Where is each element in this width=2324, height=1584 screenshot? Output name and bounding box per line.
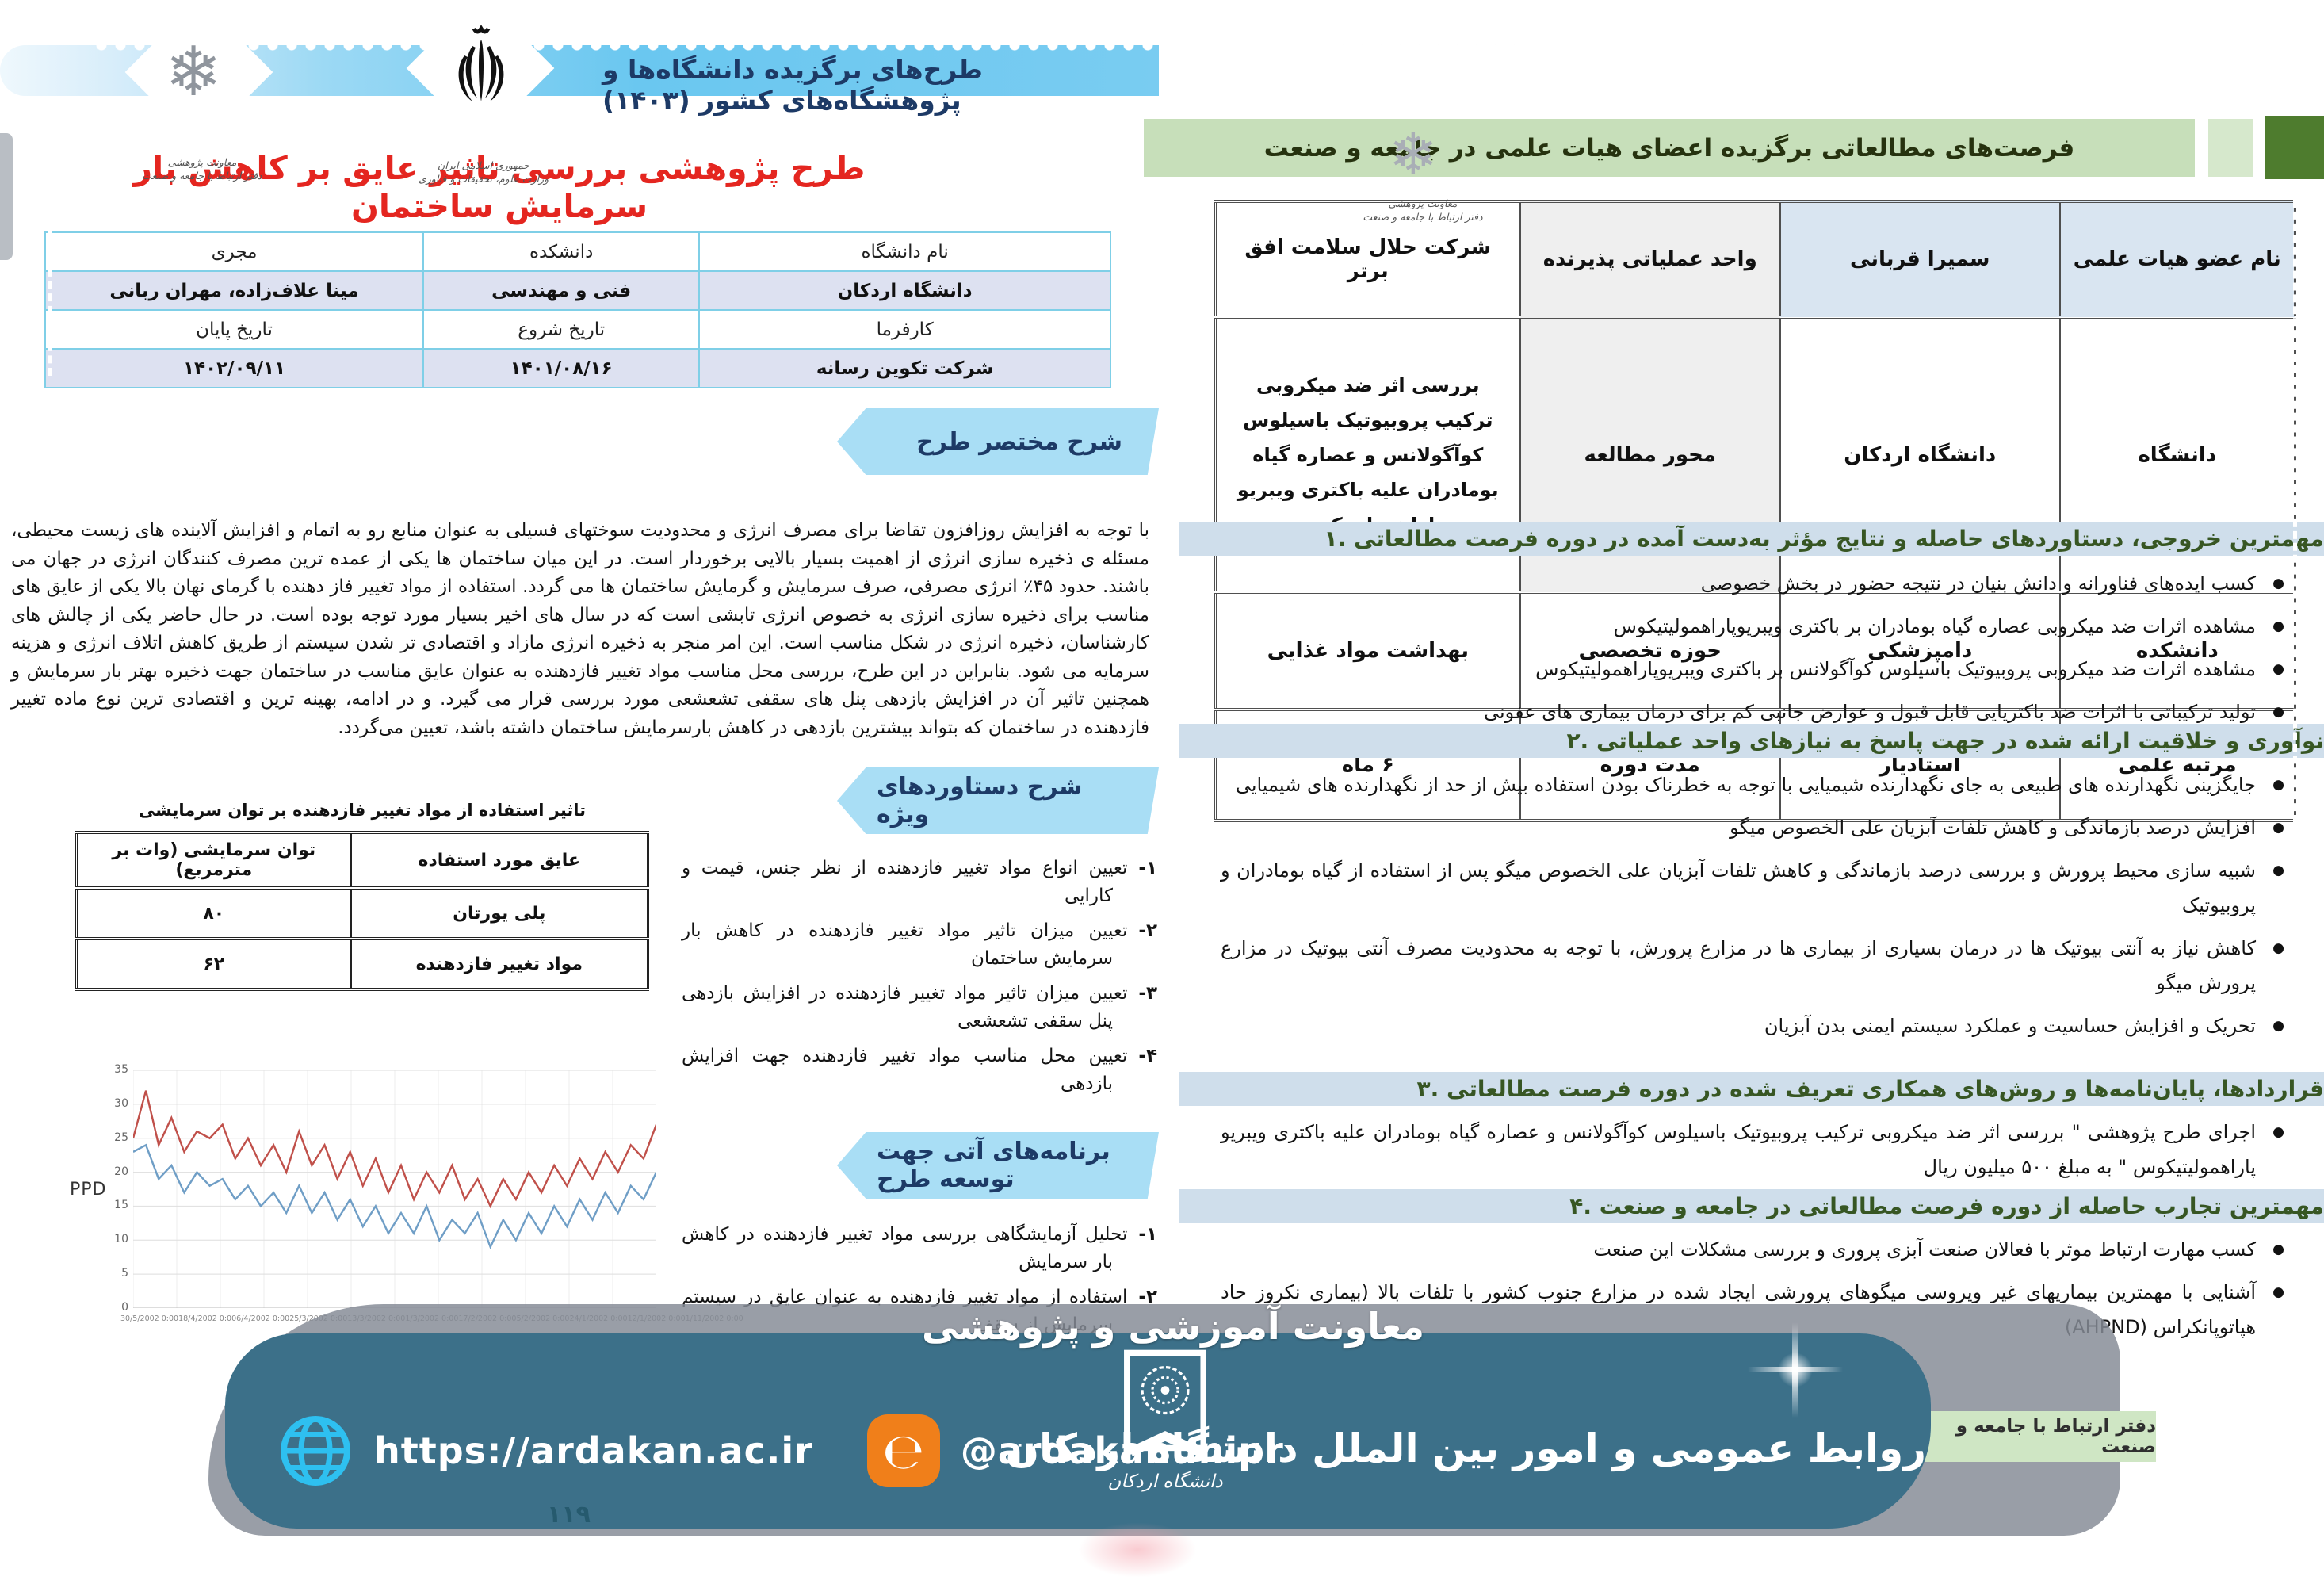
university-logo: دانشگاه اردکان: [1098, 1348, 1233, 1492]
chart-y-axis-label: PPD: [70, 1180, 107, 1199]
section-banner-achievements: شرح دستاوردهای ویژه: [837, 767, 1159, 834]
right-page-header-bar: فرصت‌های مطالعاتی برگزیده اعضای هیات علم…: [1144, 119, 2195, 177]
bullet-item: اجرای طرح پژوهشی " بررسی اثر ضد میکروبی …: [1221, 1115, 2288, 1184]
eitaa-icon: ℮: [866, 1414, 940, 1487]
insulation-table-caption: تاثیر استفاده از مواد تغییر فازدهنده بر …: [138, 801, 587, 820]
series-pcm: [133, 1143, 656, 1249]
x-tick-label: 18/4/2002 0:00: [178, 1314, 237, 1323]
logo-caption: معاونت پژوهشی دفتر ارتباط با جامعه و صنع…: [142, 156, 262, 182]
y-tick-label: 5: [121, 1267, 128, 1280]
y-tick-label: 10: [114, 1233, 128, 1246]
website-url[interactable]: https://ardakan.ac.ir: [374, 1429, 813, 1472]
footer-dept-text: معاونت آموزشی و پژوهشی: [922, 1305, 1424, 1348]
series-pu: [133, 1090, 656, 1209]
dashed-line-decoration: [48, 231, 52, 376]
banner-dots-decoration: [95, 39, 1531, 52]
bullet-item: تحریک و افزایش حساسیت و عملکرد سیستم ایم…: [1221, 1008, 2288, 1043]
table-row: نام عضو هیات علمی سمیرا قربانی واحد عملی…: [1214, 200, 2296, 319]
insulation-table: عایق مورد استفاده توان سرمایشی (وات بر م…: [75, 831, 649, 991]
bullet-item: کسب ایده‌های فناورانه و دانش بنیان در نت…: [1221, 566, 2288, 601]
emblem-caption: جمهوری اسلامی ایران وزارت علوم، تحقیقات …: [418, 159, 549, 185]
project-info-table: نام دانشگاه دانشکده مجری دانشگاه اردکان …: [44, 231, 1111, 388]
logo-caption: معاونت پژوهشی دفتر ارتباط با جامعه و صنع…: [1363, 197, 1483, 223]
chart-plot-area: [133, 1070, 656, 1308]
section-4-header: ۴. مهمترین تجارب حاصله از دوره فرصت مطال…: [1179, 1189, 2324, 1223]
university-logo-icon: [1124, 1349, 1206, 1457]
left-edge-tab: [0, 133, 13, 260]
section-2-bullets: جایگزینی نگهدارنده های طبیعی به جای نگهد…: [1221, 767, 2288, 1051]
section-2-header: ۲. نوآوری و خلاقیت ارائه شده در جهت پاسخ…: [1179, 724, 2324, 758]
project-summary-text: با توجه به افزایش روزافزون تقاضا برای مص…: [11, 520, 1149, 738]
bullet-item: جایگزینی نگهدارنده های طبیعی به جای نگهد…: [1221, 767, 2288, 802]
glow-decoration: [1078, 1522, 1197, 1578]
y-tick-label: 15: [114, 1199, 128, 1212]
globe-icon: [281, 1416, 350, 1486]
list-item: ۲-تعیین میزان تاثیر مواد تغییر فازدهنده …: [682, 920, 1157, 969]
footer-pr-text: روابط عمومی و امور بین الملل دانشگاه ارد…: [1005, 1425, 1926, 1471]
light-green-square-decoration: [2208, 119, 2253, 177]
bullet-item: تولید ترکیباتی با اثرات ضد باکتریایی قاب…: [1221, 694, 2288, 729]
list-item: ۱-تعیین انواع مواد تغییر فازدهنده از نظر…: [682, 858, 1157, 906]
y-tick-label: 35: [114, 1063, 128, 1076]
section-1-header: ۱. مهمترین خروجی، دستاوردهای حاصله و نتا…: [1179, 522, 2324, 556]
section-3-header: ۳. قراردادها، پایان‌نامه‌ها و روش‌های هم…: [1179, 1072, 2324, 1106]
table-row: پلی یورتان ۸۰: [75, 886, 649, 940]
university-logo-caption: دانشگاه اردکان: [1107, 1471, 1223, 1492]
bullet-item: کاهش نیاز به آنتی بیوتیک ها در درمان بسی…: [1221, 931, 2288, 1001]
iran-emblem-icon: [458, 25, 504, 101]
list-item: ۱-تحلیل آزمایشگاهی بررسی مواد تغییر فازد…: [682, 1224, 1157, 1272]
y-tick-label: 20: [114, 1165, 128, 1178]
page-title: طرح‌های برگزیده دانشگاه‌ها و پژوهشگاه‌ها…: [602, 54, 984, 116]
achievements-list: ۱-تعیین انواع مواد تغییر فازدهنده از نظر…: [682, 855, 1157, 1105]
list-item: ۴-تعیین محل مناسب مواد تغییر فازدهنده جه…: [682, 1046, 1157, 1094]
bullet-item: کسب مهارت ارتباط موثر با فعالان صنعت آبز…: [1221, 1232, 2288, 1267]
table-row: شرکت تکوین رسانه ۱۴۰۱/۰۸/۱۶ ۱۴۰۲/۰۹/۱۱: [44, 348, 1111, 388]
dashed-line-decoration: [2293, 200, 2297, 823]
table-row: دانشگاه اردکان فنی و مهندسی مینا علاف‌زا…: [44, 270, 1111, 311]
table-row: عایق مورد استفاده توان سرمایشی (وات بر م…: [75, 831, 649, 890]
section-3-bullets: اجرای طرح پژوهشی " بررسی اثر ضد میکروبی …: [1221, 1115, 2288, 1192]
bullet-item: شبیه سازی محیط پرورش و بررسی درصد بازمان…: [1221, 853, 2288, 923]
project-title: طرح پژوهشی بررسی تاثیر عایق بر کاهش بار …: [133, 149, 866, 225]
footer-contact-row: https://ardakan.ac.ir ℮ @ardakanunipr: [277, 1403, 1284, 1498]
y-tick-label: 25: [114, 1131, 128, 1144]
table-row: کارفرما تاریخ شروع تاریخ پایان: [44, 309, 1111, 350]
social-handle[interactable]: @ardakanunipr: [960, 1429, 1284, 1472]
dark-green-square-decoration: [2265, 116, 2324, 179]
office-label: دفتر ارتباط با جامعه و صنعت: [1925, 1411, 2156, 1462]
table-row: مواد تغییر فازدهنده ۶۲: [75, 937, 649, 991]
x-tick-label: 6/4/2002 0:00: [236, 1314, 290, 1323]
research-office-logo-icon: ❄: [165, 33, 223, 112]
table-row: نام دانشگاه دانشکده مجری: [44, 231, 1111, 272]
university-dept-logo-icon: ❄: [1389, 121, 1439, 189]
bullet-item: افزایش درصد بازماندگی و کاهش تلفات آبزیا…: [1221, 810, 2288, 845]
section-4-bullets: کسب مهارت ارتباط موثر با فعالان صنعت آبز…: [1221, 1232, 2288, 1353]
page-number: ۱۱۹: [547, 1501, 591, 1529]
section-banner-future: برنامه‌های آتی جهت توسعه طرح: [837, 1132, 1159, 1199]
x-tick-label: 30/5/2002 0:00: [120, 1314, 179, 1323]
bullet-item: مشاهده اثرات ضد میکروبی عصاره گیاه بوماد…: [1221, 609, 2288, 644]
section-1-bullets: کسب ایده‌های فناورانه و دانش بنیان در نت…: [1221, 566, 2288, 737]
footer-banner: [225, 1333, 1931, 1529]
section-banner-summary: شرح مختصر طرح: [837, 408, 1159, 475]
y-tick-label: 30: [114, 1096, 128, 1110]
dotted-line-decoration: [2255, 116, 2263, 181]
list-item: ۳-تعیین میزان تاثیر مواد تغییر فازدهنده …: [682, 983, 1157, 1031]
y-tick-label: 0: [121, 1301, 128, 1314]
bullet-item: مشاهده اثرات ضد میکروبی پروبیوتیک باسیلو…: [1221, 652, 2288, 687]
